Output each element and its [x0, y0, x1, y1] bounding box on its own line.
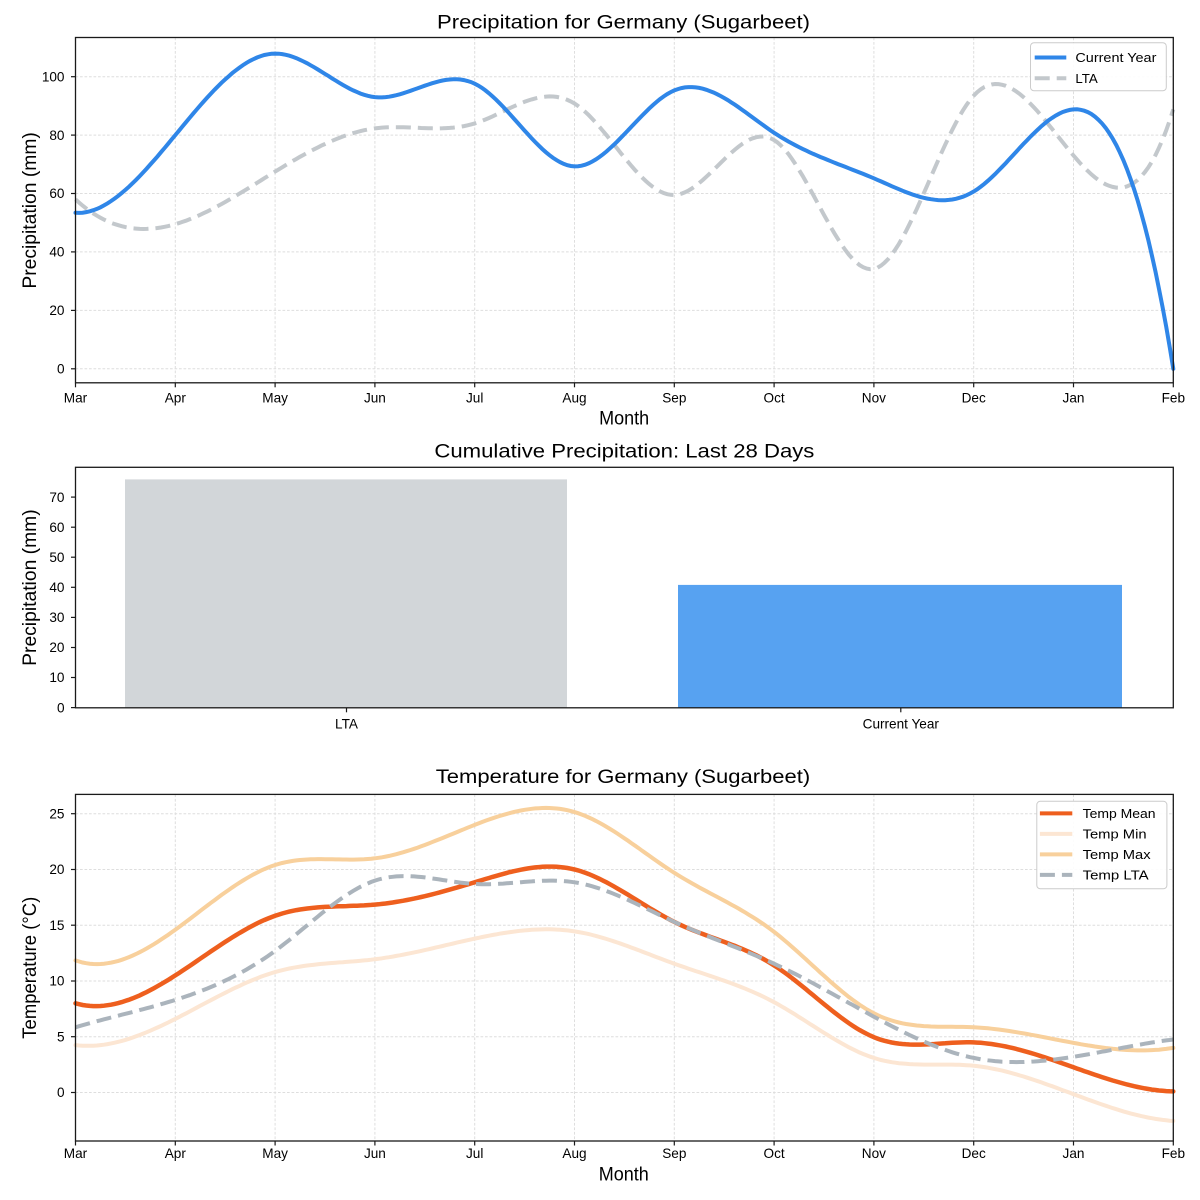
svg-text:20: 20 [49, 303, 65, 318]
svg-text:25: 25 [49, 806, 64, 821]
svg-text:40: 40 [49, 245, 65, 260]
svg-text:Dec: Dec [962, 390, 986, 405]
svg-text:100: 100 [42, 69, 65, 84]
svg-text:Oct: Oct [764, 390, 785, 405]
svg-text:Feb: Feb [1162, 390, 1185, 405]
svg-text:0: 0 [57, 700, 65, 715]
svg-text:Oct: Oct [764, 1146, 785, 1161]
svg-text:Temperature for Germany (Sugar: Temperature for Germany (Sugarbeet) [436, 766, 811, 788]
svg-text:10: 10 [49, 670, 65, 685]
svg-text:0: 0 [57, 362, 65, 377]
svg-text:LTA: LTA [335, 716, 359, 731]
svg-text:Jun: Jun [364, 1146, 386, 1161]
svg-text:May: May [262, 390, 288, 405]
svg-text:Temp Max: Temp Max [1083, 847, 1151, 862]
svg-text:Sep: Sep [662, 1146, 686, 1161]
svg-text:15: 15 [49, 918, 64, 933]
svg-text:May: May [262, 1146, 288, 1161]
svg-text:Nov: Nov [862, 390, 886, 405]
svg-text:Aug: Aug [562, 390, 586, 405]
svg-text:20: 20 [49, 862, 65, 877]
svg-text:Precipitation for Germany (Sug: Precipitation for Germany (Sugarbeet) [437, 12, 810, 34]
svg-text:30: 30 [49, 610, 65, 625]
svg-text:Cumulative Precipitation: Last: Cumulative Precipitation: Last 28 Days [434, 441, 814, 463]
svg-text:Jul: Jul [466, 390, 483, 405]
svg-text:0: 0 [57, 1085, 65, 1100]
svg-text:Current Year: Current Year [1075, 50, 1157, 65]
svg-text:60: 60 [49, 186, 65, 201]
svg-text:Temperature (°C): Temperature (°C) [20, 897, 41, 1039]
svg-text:Apr: Apr [165, 390, 187, 405]
svg-text:Nov: Nov [862, 1146, 886, 1161]
svg-text:Apr: Apr [165, 1146, 187, 1161]
svg-text:80: 80 [49, 128, 65, 143]
svg-text:Jan: Jan [1063, 390, 1085, 405]
svg-text:50: 50 [49, 550, 65, 565]
svg-text:Month: Month [599, 409, 649, 430]
svg-text:Aug: Aug [562, 1146, 586, 1161]
svg-text:40: 40 [49, 580, 65, 595]
svg-text:20: 20 [49, 640, 65, 655]
svg-text:Temp LTA: Temp LTA [1083, 868, 1149, 883]
svg-text:70: 70 [49, 490, 65, 505]
svg-text:Dec: Dec [962, 1146, 986, 1161]
svg-text:LTA: LTA [1075, 71, 1098, 86]
svg-text:60: 60 [49, 520, 65, 535]
svg-text:Mar: Mar [64, 1146, 88, 1161]
svg-text:Temp Mean: Temp Mean [1083, 806, 1156, 821]
svg-text:Precipitation (mm): Precipitation (mm) [20, 509, 41, 666]
svg-text:Jun: Jun [364, 390, 386, 405]
svg-text:Precipitation (mm): Precipitation (mm) [20, 132, 41, 289]
svg-text:Jan: Jan [1063, 1146, 1085, 1161]
svg-text:Jul: Jul [466, 1146, 483, 1161]
svg-text:10: 10 [49, 974, 65, 989]
svg-text:Temp Min: Temp Min [1083, 827, 1147, 842]
svg-text:Feb: Feb [1162, 1146, 1185, 1161]
svg-text:Month: Month [599, 1165, 649, 1186]
svg-text:Mar: Mar [64, 390, 88, 405]
svg-text:5: 5 [57, 1029, 65, 1044]
svg-text:Sep: Sep [662, 390, 686, 405]
svg-text:Current Year: Current Year [863, 716, 940, 731]
